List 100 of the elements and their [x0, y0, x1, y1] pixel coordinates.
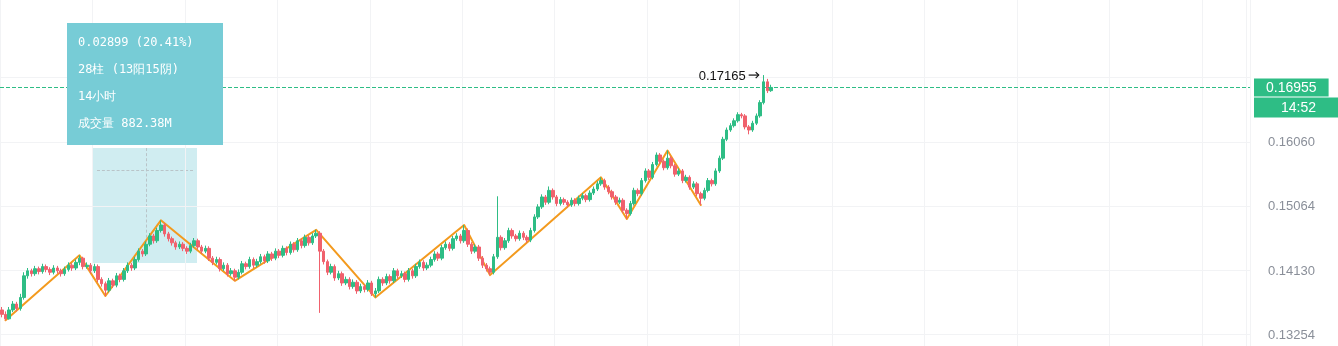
candlestick	[684, 174, 688, 184]
candlestick	[348, 276, 351, 290]
candlestick	[392, 267, 396, 284]
candlestick	[63, 266, 66, 277]
candlestick	[340, 271, 344, 287]
candlestick	[692, 180, 695, 190]
candlestick	[407, 267, 410, 283]
candlestick	[104, 281, 107, 297]
candlestick	[448, 241, 451, 252]
annotation: 0.02899 (20.41%)	[78, 34, 195, 51]
candlestick	[333, 263, 336, 282]
text: 14:52	[1281, 99, 1317, 116]
candlestick	[510, 227, 514, 240]
candlestick	[618, 197, 621, 205]
candlestick	[311, 232, 314, 246]
candlestick	[248, 256, 251, 270]
candlestick	[344, 276, 348, 286]
candlestick	[292, 241, 296, 254]
candlestick	[259, 253, 262, 265]
candlestick	[647, 168, 651, 181]
candlestick	[370, 280, 373, 297]
candlestick	[289, 240, 292, 256]
candlestick	[318, 230, 322, 314]
candlestick	[636, 187, 640, 197]
candlestick	[215, 256, 218, 265]
y-tick-label: 0.13254	[1268, 326, 1315, 342]
candlestick	[363, 283, 366, 293]
candlestick	[681, 168, 684, 184]
candlestick	[436, 251, 440, 262]
annotation: 14小时	[78, 88, 118, 105]
candlestick	[252, 256, 255, 269]
candlestick	[337, 270, 340, 281]
candlestick	[170, 236, 174, 247]
candlestick	[603, 178, 606, 191]
candlestick	[115, 272, 118, 288]
candlestick	[710, 178, 714, 187]
candlestick	[547, 185, 551, 205]
candlestick	[766, 78, 769, 94]
candlestick	[274, 247, 277, 261]
candlestick	[41, 263, 44, 275]
candlestick	[559, 196, 562, 207]
candlestick	[422, 259, 425, 272]
y-tick-label: 0.14130	[1268, 262, 1315, 278]
candlestick	[96, 263, 100, 283]
candlestick	[381, 276, 385, 287]
candlestick	[222, 261, 225, 272]
candlestick	[599, 176, 603, 187]
candlestick	[329, 263, 333, 275]
candlestick	[56, 265, 59, 275]
candlestick	[736, 111, 740, 124]
candlestick	[522, 230, 525, 241]
candlestick	[610, 189, 614, 201]
candlestick	[544, 194, 547, 206]
candlestick	[307, 234, 311, 247]
candlestick	[433, 250, 436, 263]
candlestick	[359, 283, 362, 294]
candlestick	[388, 273, 392, 285]
candlestick	[411, 268, 414, 280]
candlestick	[244, 261, 248, 270]
candlestick	[366, 279, 370, 293]
candlestick	[207, 245, 211, 262]
candlestick	[499, 234, 503, 251]
candlestick	[152, 233, 155, 245]
candlestick	[67, 261, 70, 273]
candlestick	[300, 238, 303, 249]
annotation: 0.17165	[698, 67, 746, 83]
candlestick	[226, 262, 229, 278]
candlestick	[525, 234, 529, 244]
candlestick	[192, 237, 196, 249]
candlestick	[81, 256, 85, 270]
y-tick-label: 0.15064	[1268, 198, 1315, 214]
candlestick	[614, 194, 618, 206]
candlestick	[451, 235, 455, 251]
ref-line-label: 0.16955	[1266, 79, 1317, 96]
candlestick	[573, 197, 577, 207]
candlestick	[178, 240, 181, 250]
candlestick	[141, 248, 144, 258]
candlestick	[303, 234, 307, 249]
candlestick	[459, 233, 462, 245]
candlestick	[562, 197, 566, 206]
candlestick	[130, 262, 133, 272]
candlestick	[174, 240, 177, 251]
annotation: 28柱 (13阳15阴)	[78, 61, 181, 78]
candlestick	[596, 180, 599, 192]
candlestick	[229, 267, 233, 277]
candlestick	[403, 271, 407, 283]
candlestick	[196, 238, 200, 251]
candlestick	[74, 259, 78, 271]
candlestick	[270, 251, 274, 262]
candlestick	[677, 167, 680, 177]
candlestick	[263, 254, 266, 265]
candlestick	[85, 261, 89, 270]
candlestick	[118, 273, 122, 283]
candlestick	[462, 224, 466, 244]
candlestick	[240, 260, 244, 275]
candlestick	[351, 278, 355, 290]
candlestick	[577, 195, 581, 207]
candlestick	[189, 242, 192, 254]
candlestick	[163, 222, 166, 238]
candlestick	[78, 254, 81, 266]
